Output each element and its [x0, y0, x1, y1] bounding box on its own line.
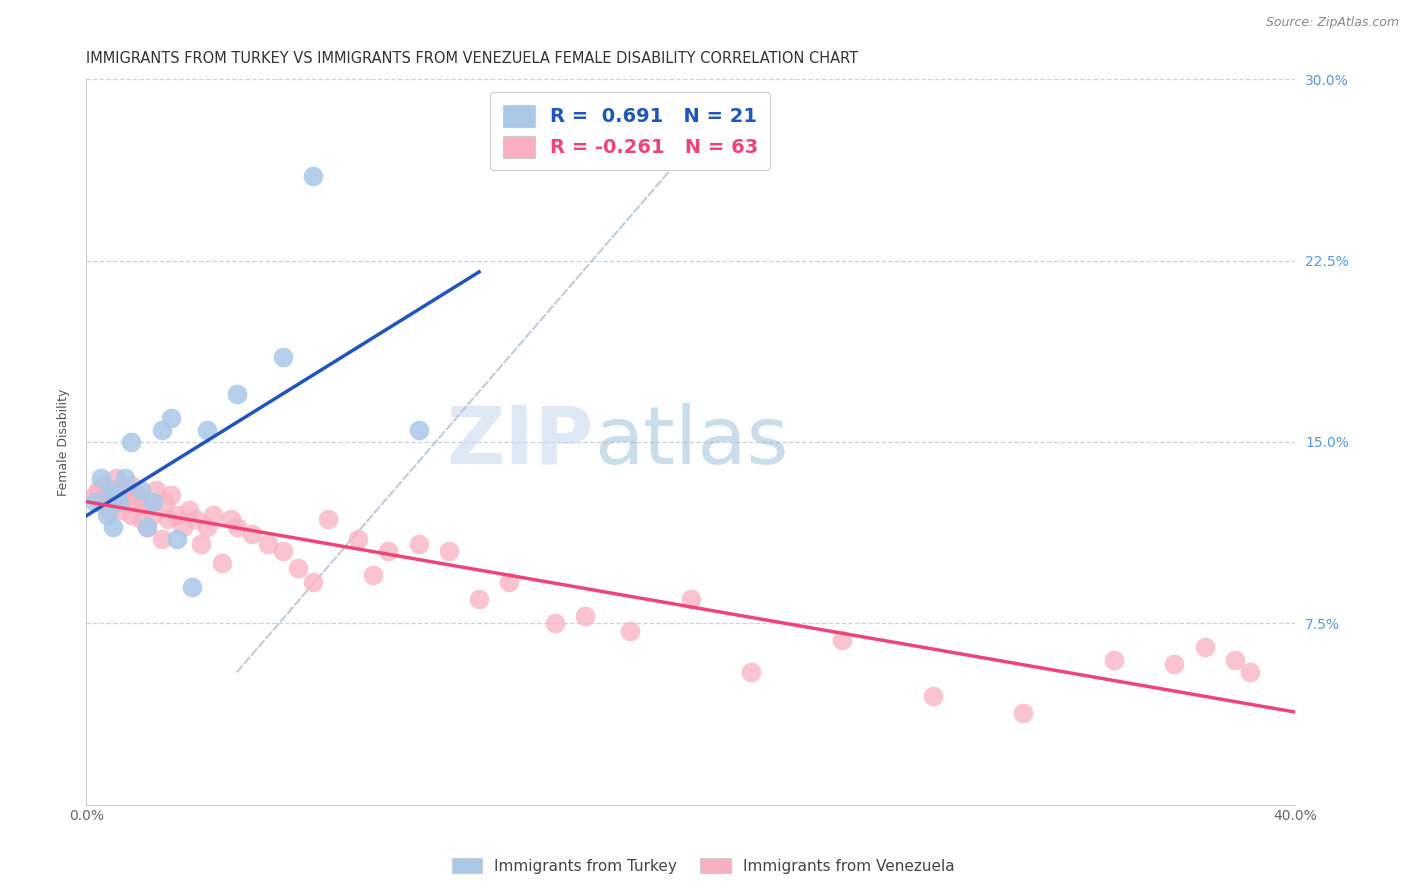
- Point: [90, 495, 112, 509]
- Point: [166, 532, 188, 546]
- Point: [302, 575, 325, 590]
- Point: [544, 616, 567, 631]
- Point: [135, 519, 157, 533]
- Point: [142, 495, 165, 509]
- Point: [921, 689, 943, 703]
- Point: [287, 560, 309, 574]
- Text: ZIP: ZIP: [447, 403, 593, 481]
- Point: [129, 512, 152, 526]
- Point: [98, 483, 121, 498]
- Point: [363, 568, 385, 582]
- Point: [190, 536, 212, 550]
- Point: [1239, 665, 1261, 679]
- Point: [740, 665, 762, 679]
- Point: [108, 488, 131, 502]
- Point: [166, 508, 188, 522]
- Point: [84, 488, 107, 502]
- Point: [408, 536, 430, 550]
- Point: [1012, 706, 1035, 720]
- Point: [103, 519, 125, 533]
- Point: [195, 423, 218, 437]
- Point: [108, 495, 131, 509]
- Point: [226, 386, 249, 401]
- Point: [195, 519, 218, 533]
- Point: [121, 478, 143, 492]
- Point: [1102, 652, 1125, 666]
- Point: [124, 495, 146, 509]
- Point: [153, 495, 176, 509]
- Point: [127, 488, 149, 502]
- Point: [172, 519, 194, 533]
- Point: [181, 580, 204, 594]
- Point: [377, 543, 399, 558]
- Point: [111, 502, 134, 516]
- Text: Source: ZipAtlas.com: Source: ZipAtlas.com: [1265, 16, 1399, 29]
- Point: [156, 512, 179, 526]
- Point: [242, 526, 264, 541]
- Point: [105, 495, 128, 509]
- Point: [121, 434, 143, 449]
- Point: [302, 169, 325, 183]
- Point: [142, 508, 165, 522]
- Text: IMMIGRANTS FROM TURKEY VS IMMIGRANTS FROM VENEZUELA FEMALE DISABILITY CORRELATIO: IMMIGRANTS FROM TURKEY VS IMMIGRANTS FRO…: [86, 51, 858, 66]
- Point: [159, 410, 181, 425]
- Point: [138, 495, 160, 509]
- Point: [150, 532, 173, 546]
- Point: [347, 532, 370, 546]
- Legend: R =  0.691   N = 21, R = -0.261   N = 63: R = 0.691 N = 21, R = -0.261 N = 63: [491, 92, 770, 170]
- Point: [271, 543, 294, 558]
- Point: [93, 478, 115, 492]
- Point: [1194, 640, 1216, 655]
- Point: [1223, 652, 1246, 666]
- Legend: Immigrants from Turkey, Immigrants from Venezuela: Immigrants from Turkey, Immigrants from …: [446, 852, 960, 880]
- Point: [103, 483, 125, 498]
- Point: [121, 508, 143, 522]
- Point: [117, 488, 139, 502]
- Point: [437, 543, 460, 558]
- Point: [132, 495, 155, 509]
- Point: [408, 423, 430, 437]
- Point: [105, 471, 128, 485]
- Point: [468, 592, 491, 607]
- Point: [84, 495, 107, 509]
- Point: [114, 471, 136, 485]
- Point: [211, 556, 233, 570]
- Point: [98, 502, 121, 516]
- Point: [145, 483, 167, 498]
- Point: [256, 536, 278, 550]
- Point: [574, 609, 596, 624]
- Point: [184, 512, 207, 526]
- Point: [202, 508, 225, 522]
- Point: [150, 423, 173, 437]
- Point: [129, 483, 152, 498]
- Point: [114, 483, 136, 498]
- Point: [105, 488, 128, 502]
- Point: [159, 488, 181, 502]
- Text: atlas: atlas: [593, 403, 789, 481]
- Point: [271, 351, 294, 365]
- Point: [96, 488, 118, 502]
- Point: [219, 512, 242, 526]
- Point: [96, 508, 118, 522]
- Point: [1163, 657, 1185, 672]
- Point: [177, 502, 200, 516]
- Point: [226, 519, 249, 533]
- Point: [316, 512, 339, 526]
- Y-axis label: Female Disability: Female Disability: [58, 388, 70, 496]
- Point: [90, 471, 112, 485]
- Point: [679, 592, 702, 607]
- Point: [87, 483, 110, 498]
- Point: [135, 519, 157, 533]
- Point: [619, 624, 641, 638]
- Point: [498, 575, 520, 590]
- Point: [831, 633, 853, 648]
